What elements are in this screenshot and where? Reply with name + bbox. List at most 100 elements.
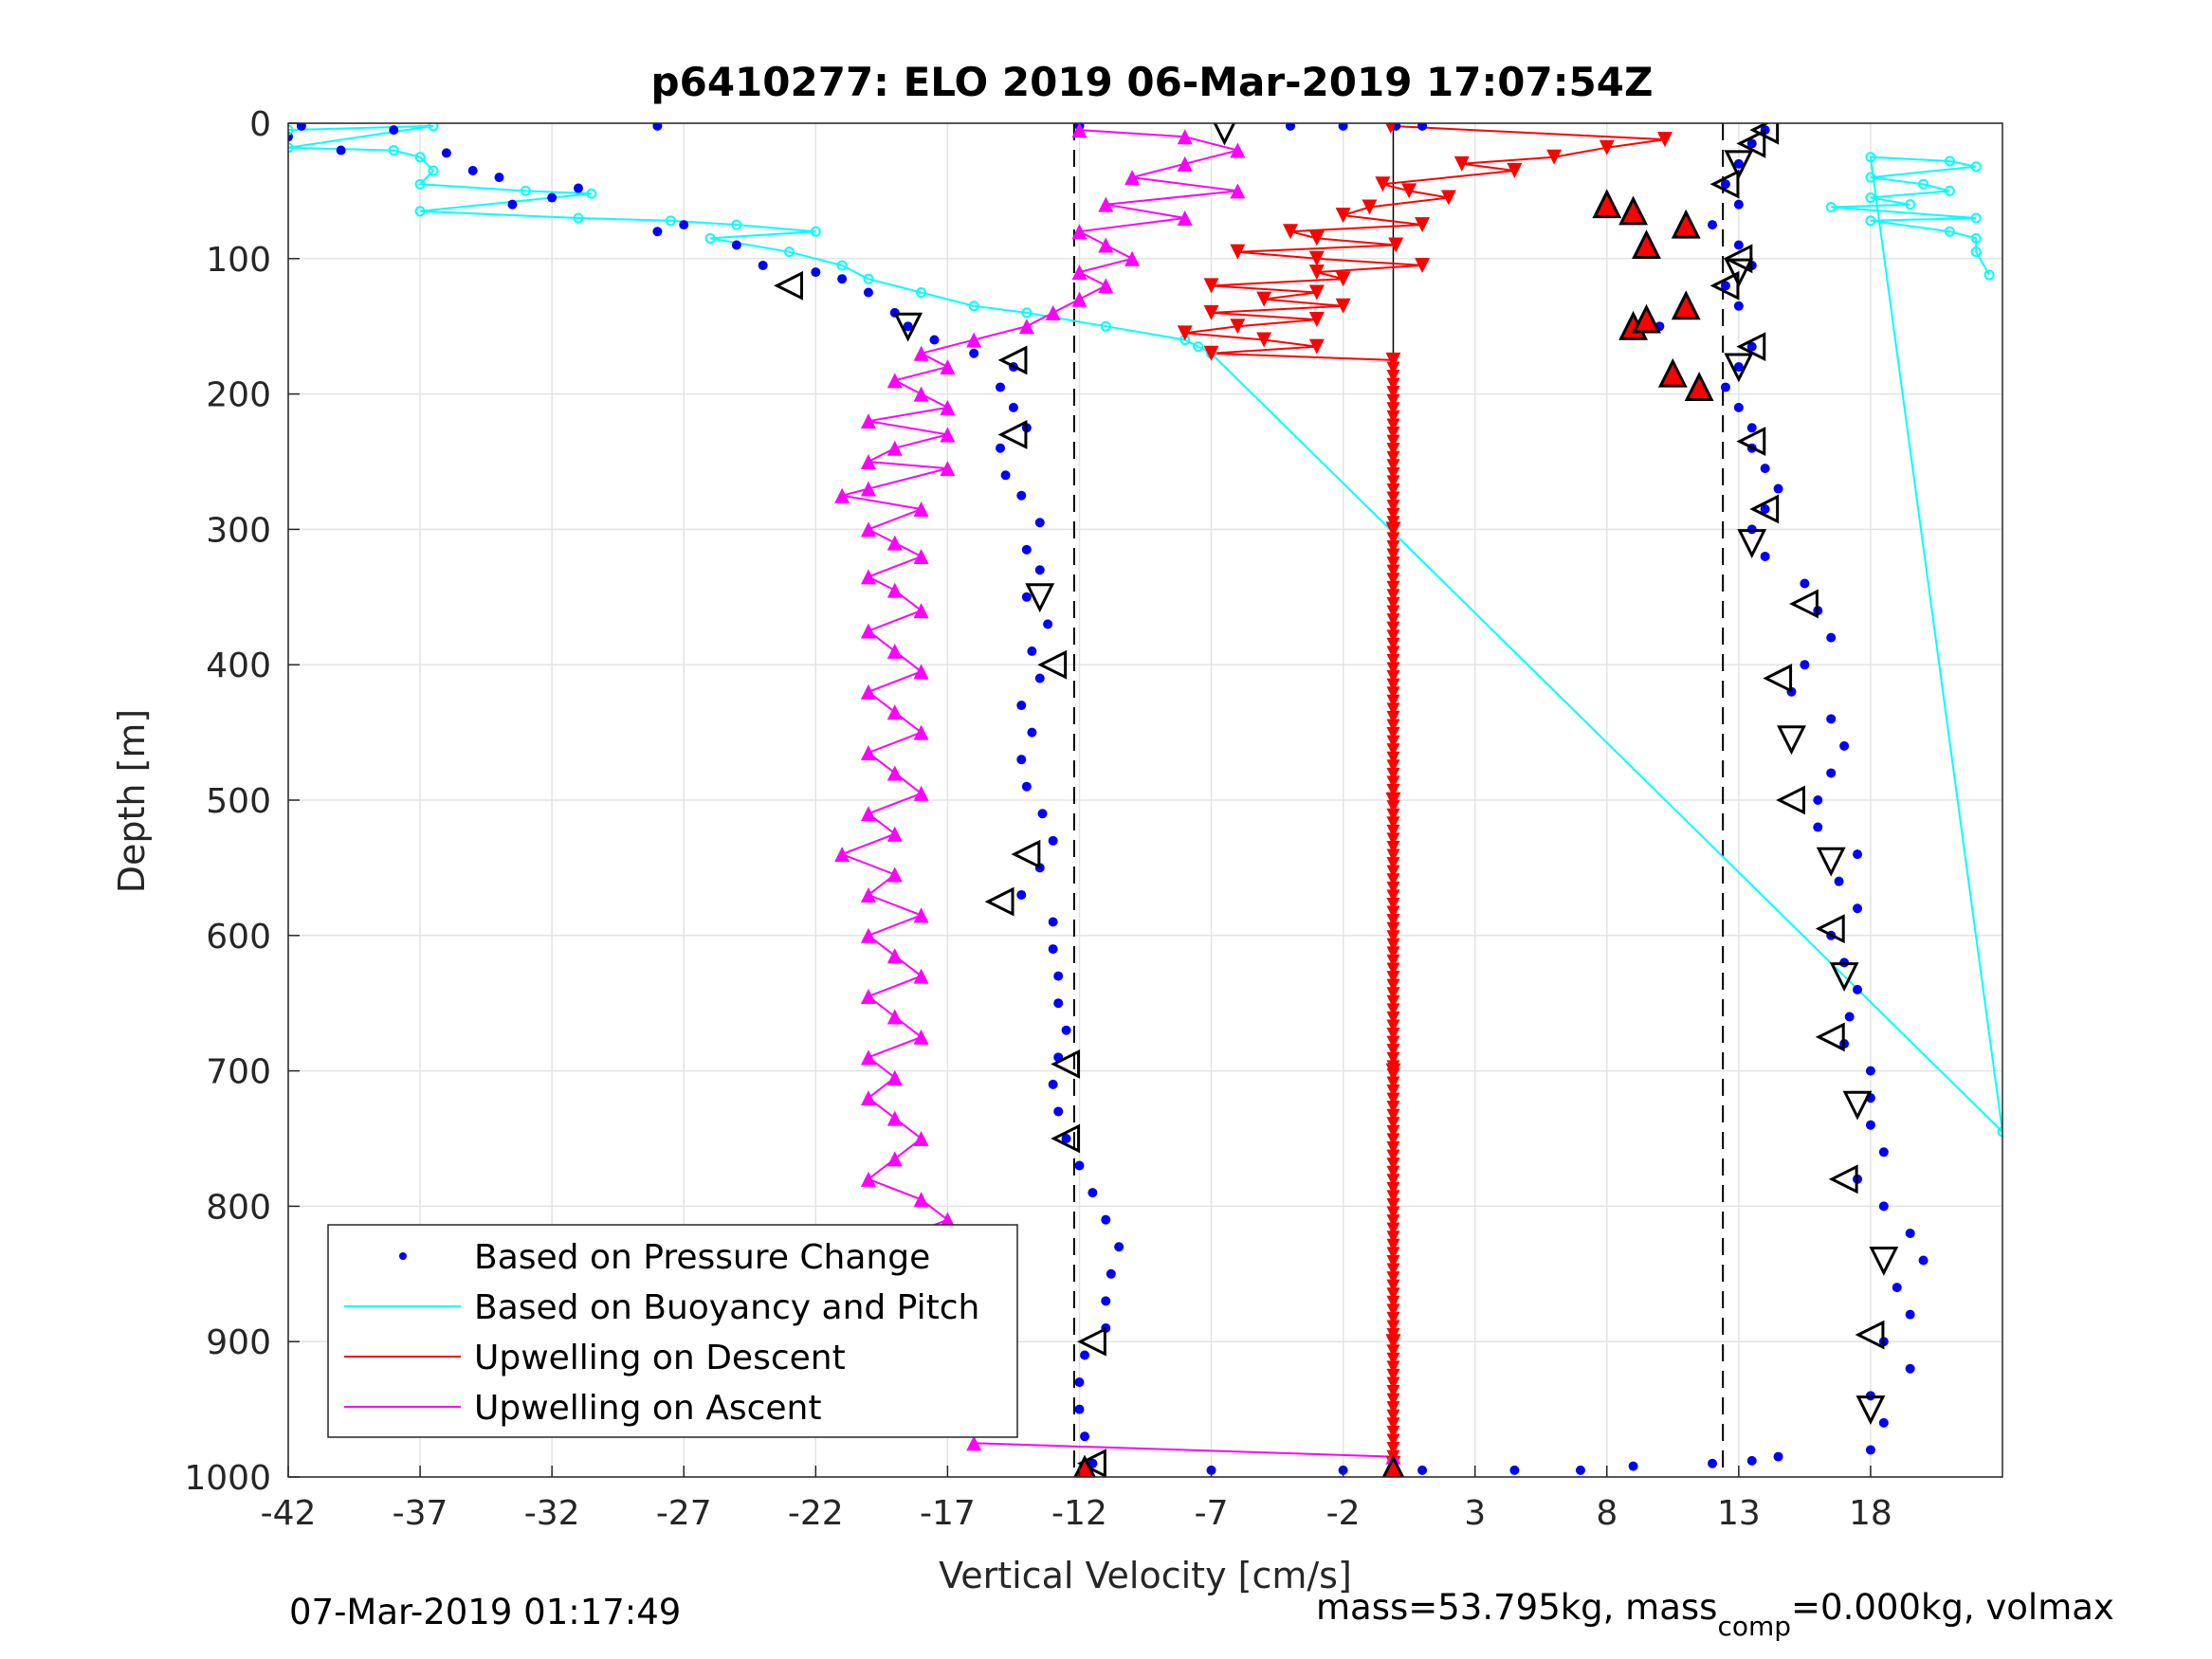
point-ascent [860,806,876,822]
point-ascent [913,345,929,361]
point-descent [1388,237,1404,253]
series-line-buoyancy [288,124,2002,1134]
point-descent-stack [1386,1344,1400,1358]
point-pressure [969,348,979,358]
point-pressure [679,220,689,230]
point-ascent [860,745,876,761]
point-ascent [887,704,903,720]
point-ascent [860,1049,876,1066]
open-triangle-marker [1077,1449,1106,1477]
point-buoyancy [1865,192,1876,204]
point-ascent [913,785,929,801]
point-pressure [1048,917,1058,927]
point-pressure [1575,1465,1585,1475]
point-pressure [1720,382,1730,392]
point-ascent [913,1029,929,1045]
open-triangle-marker [893,312,923,342]
point-buoyancy [836,260,848,271]
point-descent-stack [1386,914,1400,928]
point-descent-stack [1386,516,1400,530]
point-pressure [1733,158,1744,169]
point-buoyancy [1021,307,1033,319]
point-pressure [1773,483,1783,494]
point-pressure [1114,1242,1124,1252]
point-ascent [1071,264,1088,281]
point-descent-stack [1386,1117,1400,1131]
point-pressure [1016,490,1027,501]
point-descent-stack [1386,475,1400,489]
point-descent [1308,230,1325,246]
point-buoyancy [1970,212,1982,224]
open-triangle-marker [1709,270,1740,301]
point-pressure [1008,402,1018,412]
point-ascent [1071,224,1088,240]
point-descent-stack [1386,450,1400,465]
point-pressure [1053,1106,1064,1117]
point-pressure [1074,1160,1085,1171]
filled-triangle-marker [1657,357,1688,388]
x-tick-label: -27 [656,1494,712,1533]
point-pressure [296,123,306,131]
point-descent-stack [1386,483,1400,497]
x-tick-label: 3 [1464,1494,1486,1533]
point-descent [1385,123,1397,134]
point-ascent [1177,210,1193,226]
point-buoyancy [1865,215,1876,227]
point-pressure [1834,876,1844,886]
point-pressure [1080,1350,1090,1360]
point-descent [1308,312,1325,328]
point-pressure [996,443,1006,453]
point-descent-stack [1386,573,1400,587]
point-pressure [336,145,346,155]
point-ascent [966,1435,982,1451]
point-pressure [1760,551,1770,561]
open-triangle-marker [1815,914,1845,944]
x-tick-label: -37 [393,1494,448,1533]
point-descent-stack [1386,646,1400,660]
point-pressure [1733,301,1744,311]
point-buoyancy [288,142,294,154]
point-descent-stack [1386,1092,1400,1106]
open-triangle-marker [774,270,803,301]
point-buoyancy [1944,155,1955,167]
point-pressure [1760,503,1770,514]
point-descent-stack [1386,370,1400,384]
point-descent [1230,244,1246,260]
footer-timestamp: 07-Mar-2019 01:17:49 [289,1592,681,1632]
point-pressure [1733,362,1744,373]
point-ascent [1018,319,1034,335]
point-descent-stack [1386,1085,1400,1099]
point-descent-stack [1386,727,1400,741]
open-triangle-marker [1789,589,1819,619]
point-ascent [1098,278,1114,294]
point-descent [1308,250,1325,266]
point-descent-stack [1386,751,1400,765]
y-tick-label: 1000 [184,1459,271,1498]
point-descent-stack [1386,816,1400,830]
point-pressure [1733,240,1744,250]
x-axis-ticks: -42 -37 -32 -27 -22 -17 -12 -7 -2 3 8 13 18 [261,1466,1892,1533]
point-descent-stack [1386,670,1400,684]
point-ascent [887,373,903,389]
point-descent-stack [1386,1287,1400,1302]
point-descent [1203,345,1219,361]
point-descent-stack [1386,1231,1400,1245]
point-descent [1308,284,1325,301]
point-descent-stack [1386,897,1400,911]
legend-label-pressure: Based on Pressure Change [474,1238,930,1277]
y-tick-label: 100 [206,241,271,280]
point-pressure [1016,755,1027,765]
point-descent [1308,264,1325,281]
point-descent-stack [1386,792,1400,806]
point-descent-stack [1386,1011,1400,1025]
point-buoyancy [1983,269,1995,281]
point-descent-stack [1386,466,1400,481]
point-ascent [860,927,876,943]
open-triangle-marker [1842,1090,1873,1121]
point-pressure [1865,1066,1875,1076]
filled-triangle-marker [1684,372,1714,401]
point-descent [1203,278,1219,294]
point-descent-stack [1386,1133,1400,1147]
point-pressure [903,321,913,332]
point-descent-stack [1386,1328,1400,1342]
